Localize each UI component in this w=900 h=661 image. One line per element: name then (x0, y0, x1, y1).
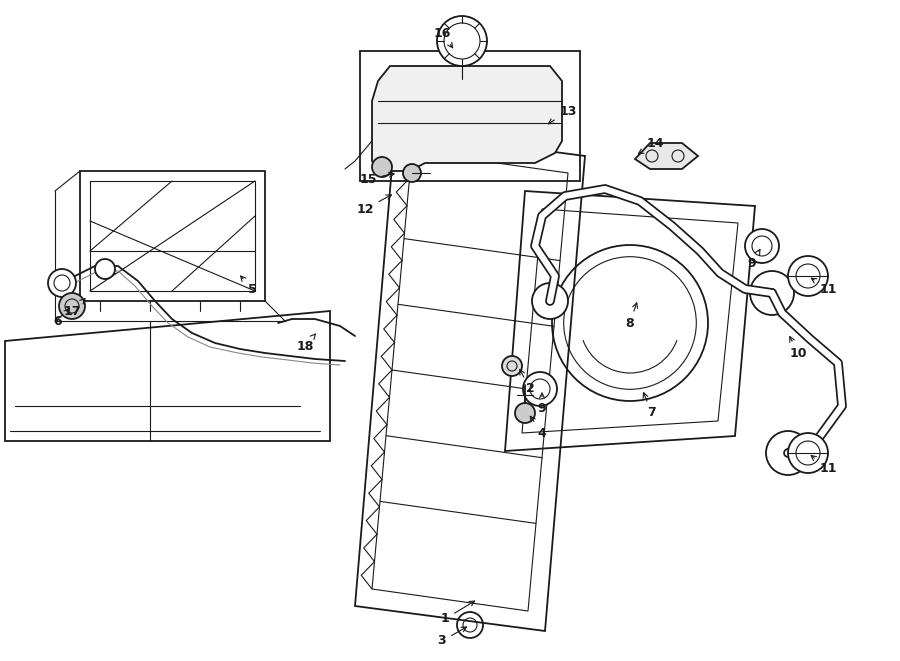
Text: 4: 4 (530, 416, 546, 440)
Text: 5: 5 (240, 276, 256, 295)
Circle shape (750, 271, 794, 315)
Circle shape (532, 283, 568, 319)
Text: 3: 3 (437, 627, 466, 648)
Text: 14: 14 (638, 137, 664, 154)
Text: 18: 18 (296, 334, 315, 352)
Text: 2: 2 (520, 369, 535, 395)
Circle shape (515, 403, 535, 423)
Text: 9: 9 (537, 393, 546, 416)
Circle shape (403, 164, 421, 182)
Text: 10: 10 (789, 336, 806, 360)
Circle shape (95, 259, 115, 279)
Bar (360, 51, 580, 181)
Circle shape (766, 431, 810, 475)
Polygon shape (372, 66, 562, 171)
Text: 7: 7 (644, 393, 656, 420)
Text: 1: 1 (441, 601, 474, 625)
Circle shape (788, 256, 828, 296)
Text: 17: 17 (63, 299, 86, 317)
Circle shape (745, 229, 779, 263)
Text: 15: 15 (359, 173, 394, 186)
Text: 9: 9 (748, 249, 760, 270)
Text: 11: 11 (812, 278, 837, 295)
Text: 13: 13 (548, 104, 577, 124)
Text: 16: 16 (433, 26, 453, 48)
Circle shape (523, 372, 557, 406)
Circle shape (788, 433, 828, 473)
Polygon shape (635, 143, 698, 169)
Circle shape (372, 157, 392, 177)
Text: 12: 12 (356, 195, 392, 215)
Circle shape (48, 269, 76, 297)
Text: 6: 6 (54, 309, 69, 327)
Circle shape (502, 356, 522, 376)
Text: 8: 8 (626, 303, 637, 329)
Text: 11: 11 (811, 455, 837, 475)
Circle shape (437, 16, 487, 66)
Circle shape (59, 293, 85, 319)
